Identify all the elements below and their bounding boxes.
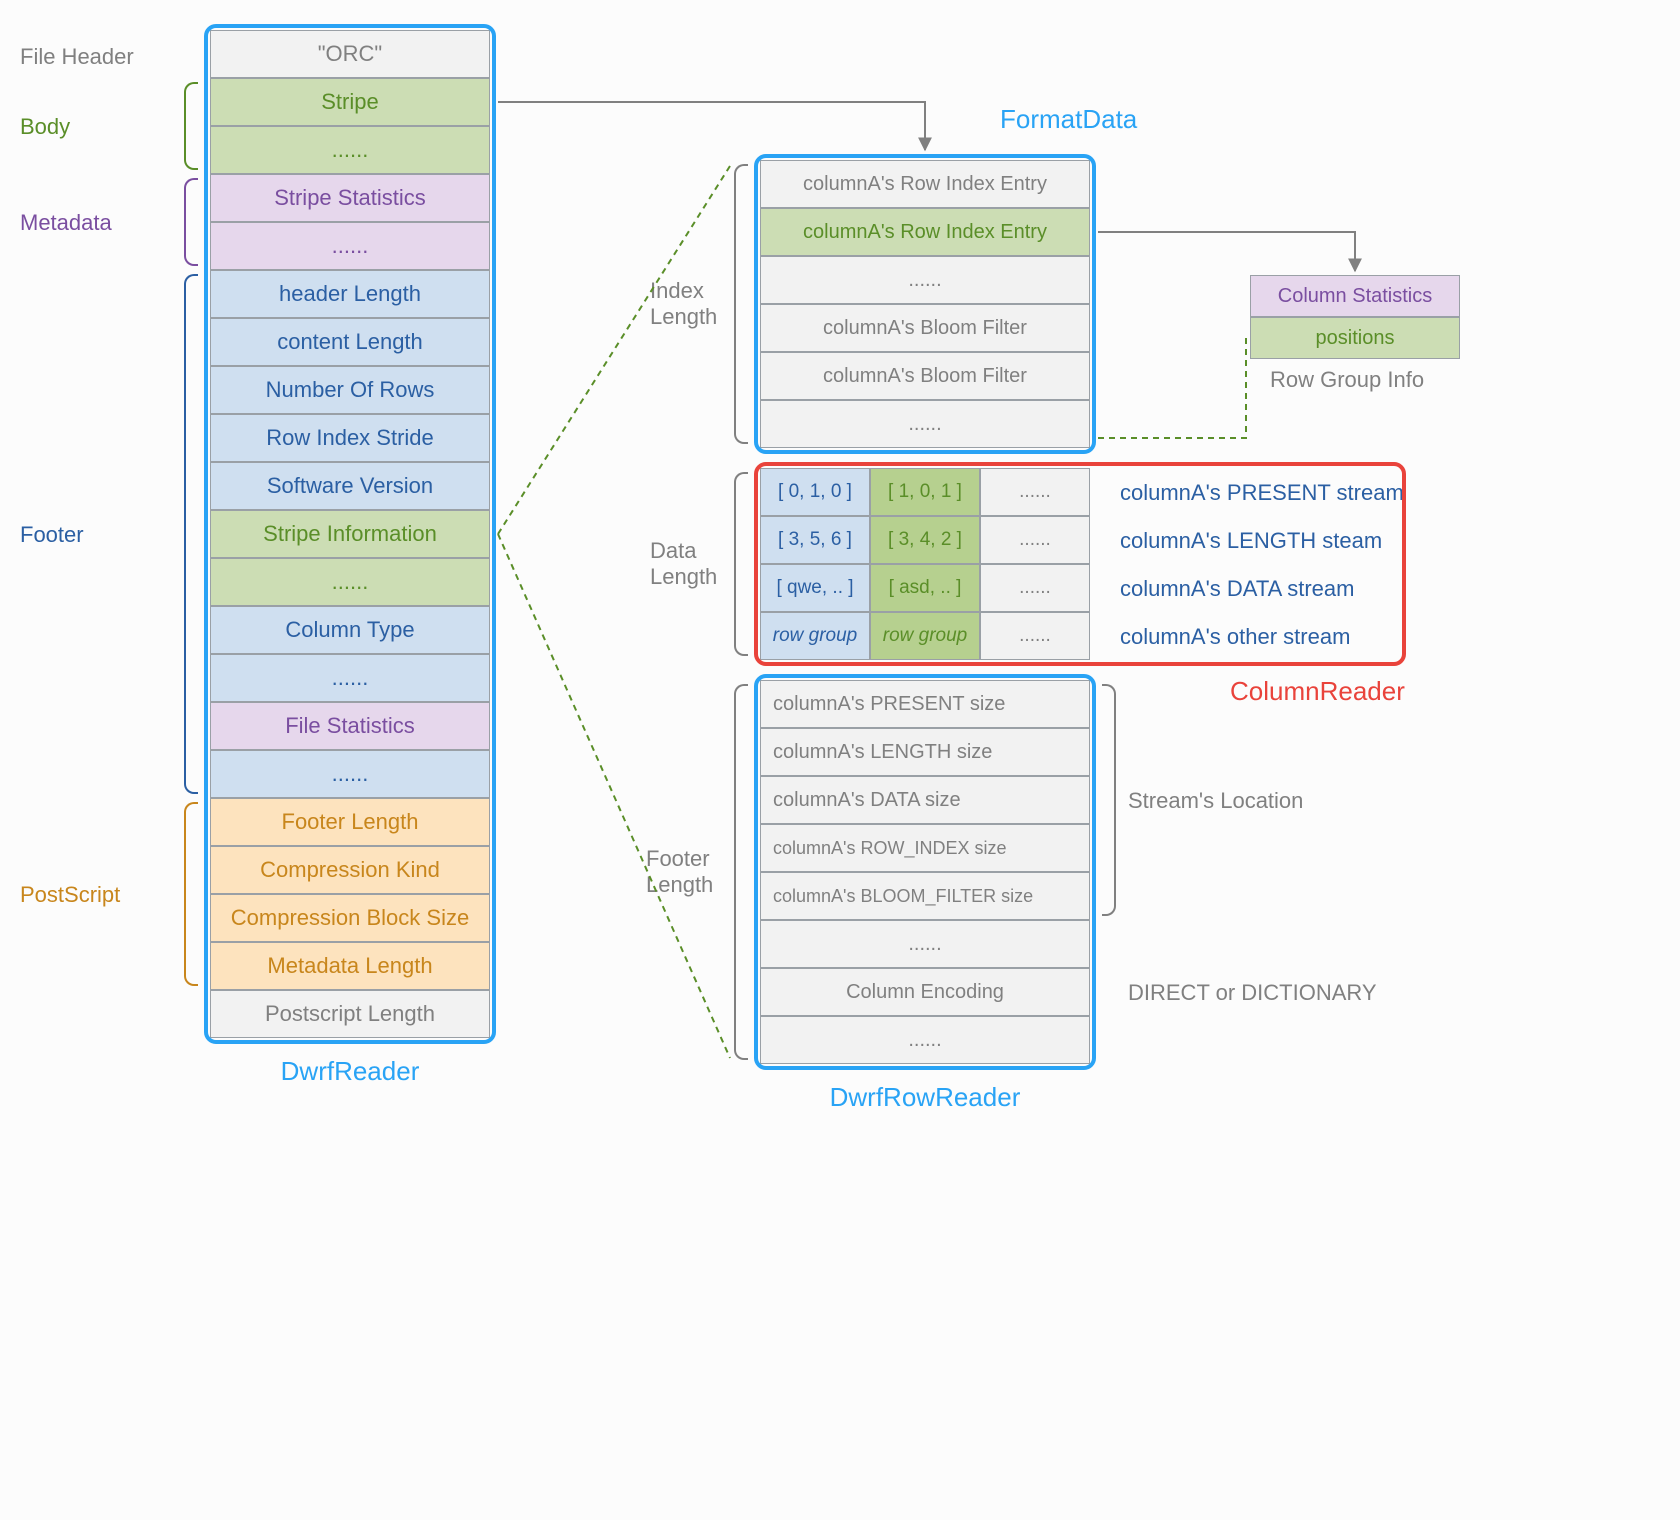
rowgroup-0: Column Statistics bbox=[1250, 275, 1460, 317]
left-body_dots: ...... bbox=[210, 126, 490, 174]
data-r2-c2: ...... bbox=[980, 564, 1090, 612]
data-row-label-2: columnA's DATA stream bbox=[1120, 576, 1354, 602]
brace bbox=[1102, 684, 1116, 916]
left-footer_dots3: ...... bbox=[210, 750, 490, 798]
rowgroup-1: positions bbox=[1250, 317, 1460, 359]
left-num_rows: Number Of Rows bbox=[210, 366, 490, 414]
left-stripe_stats: Stripe Statistics bbox=[210, 174, 490, 222]
left-brace-postscript: PostScript bbox=[20, 882, 120, 908]
left-footer_len: Footer Length bbox=[210, 798, 490, 846]
rfooter-rbrace-direct-or-dictionary: DIRECT or DICTIONARY bbox=[1128, 980, 1377, 1006]
left-footer_dots2: ...... bbox=[210, 654, 490, 702]
left-meta_dots: ...... bbox=[210, 222, 490, 270]
data-r3-c0: row group bbox=[760, 612, 870, 660]
left-comp_block: Compression Block Size bbox=[210, 894, 490, 942]
rfooter-3: columnA's ROW_INDEX size bbox=[760, 824, 1090, 872]
brace bbox=[734, 164, 748, 444]
left-file_stats: File Statistics bbox=[210, 702, 490, 750]
left-content_len: content Length bbox=[210, 318, 490, 366]
index-bf0: columnA's Bloom Filter bbox=[760, 304, 1090, 352]
data-r3-c1: row group bbox=[870, 612, 980, 660]
index-rix0: columnA's Row Index Entry bbox=[760, 160, 1090, 208]
data-r1-c2: ...... bbox=[980, 516, 1090, 564]
left-ps_len: Postscript Length bbox=[210, 990, 490, 1038]
left-brace-body: Body bbox=[20, 114, 70, 140]
data-r2-c1: [ asd, .. ] bbox=[870, 564, 980, 612]
brace bbox=[734, 684, 748, 1060]
dwrf-row-reader-title: DwrfRowReader bbox=[760, 1082, 1090, 1113]
rfooter-2: columnA's DATA size bbox=[760, 776, 1090, 824]
data-r0-c1: [ 1, 0, 1 ] bbox=[870, 468, 980, 516]
data-r0-c0: [ 0, 1, 0 ] bbox=[760, 468, 870, 516]
rfooter-7: ...... bbox=[760, 1016, 1090, 1064]
data-r2-c0: [ qwe, .. ] bbox=[760, 564, 870, 612]
data-row-label-0: columnA's PRESENT stream bbox=[1120, 480, 1404, 506]
data-row-label-1: columnA's LENGTH steam bbox=[1120, 528, 1382, 554]
left-brace-footer: Footer bbox=[20, 522, 84, 548]
left-sw_version: Software Version bbox=[210, 462, 490, 510]
rfooter-0: columnA's PRESENT size bbox=[760, 680, 1090, 728]
left-stripe: Stripe bbox=[210, 78, 490, 126]
left-meta_len: Metadata Length bbox=[210, 942, 490, 990]
rfooter-rbrace-stream-s-location: Stream's Location bbox=[1128, 788, 1303, 814]
left-orc: "ORC" bbox=[210, 30, 490, 78]
data-r1-c1: [ 3, 4, 2 ] bbox=[870, 516, 980, 564]
brace bbox=[184, 82, 198, 170]
data-length-label: Data Length bbox=[650, 538, 717, 590]
left-footer_dots1: ...... bbox=[210, 558, 490, 606]
row-group-info-caption: Row Group Info bbox=[1270, 367, 1424, 393]
dwrf-reader-title: DwrfReader bbox=[210, 1056, 490, 1087]
data-r1-c0: [ 3, 5, 6 ] bbox=[760, 516, 870, 564]
format-data-title: FormatData bbox=[1000, 104, 1137, 135]
index-bf1: columnA's Bloom Filter bbox=[760, 352, 1090, 400]
brace bbox=[184, 802, 198, 986]
brace bbox=[184, 178, 198, 266]
left-col_type: Column Type bbox=[210, 606, 490, 654]
left-brace-metadata: Metadata bbox=[20, 210, 112, 236]
left-comp_kind: Compression Kind bbox=[210, 846, 490, 894]
column-reader-title: ColumnReader bbox=[1230, 676, 1405, 707]
left-row_idx_stride: Row Index Stride bbox=[210, 414, 490, 462]
data-r0-c2: ...... bbox=[980, 468, 1090, 516]
left-header_len: header Length bbox=[210, 270, 490, 318]
index-rix1: columnA's Row Index Entry bbox=[760, 208, 1090, 256]
rfooter-6: Column Encoding bbox=[760, 968, 1090, 1016]
left-brace-file-header: File Header bbox=[20, 44, 134, 70]
data-row-label-3: columnA's other stream bbox=[1120, 624, 1350, 650]
brace bbox=[734, 472, 748, 656]
index-length-label: Index Length bbox=[650, 278, 717, 330]
brace bbox=[184, 274, 198, 794]
rfooter-1: columnA's LENGTH size bbox=[760, 728, 1090, 776]
index-rix_dots: ...... bbox=[760, 256, 1090, 304]
rfooter-4: columnA's BLOOM_FILTER size bbox=[760, 872, 1090, 920]
rfooter-5: ...... bbox=[760, 920, 1090, 968]
left-stripe_info: Stripe Information bbox=[210, 510, 490, 558]
footer-length-label: Footer Length bbox=[646, 846, 713, 898]
index-bf_dots: ...... bbox=[760, 400, 1090, 448]
data-r3-c2: ...... bbox=[980, 612, 1090, 660]
